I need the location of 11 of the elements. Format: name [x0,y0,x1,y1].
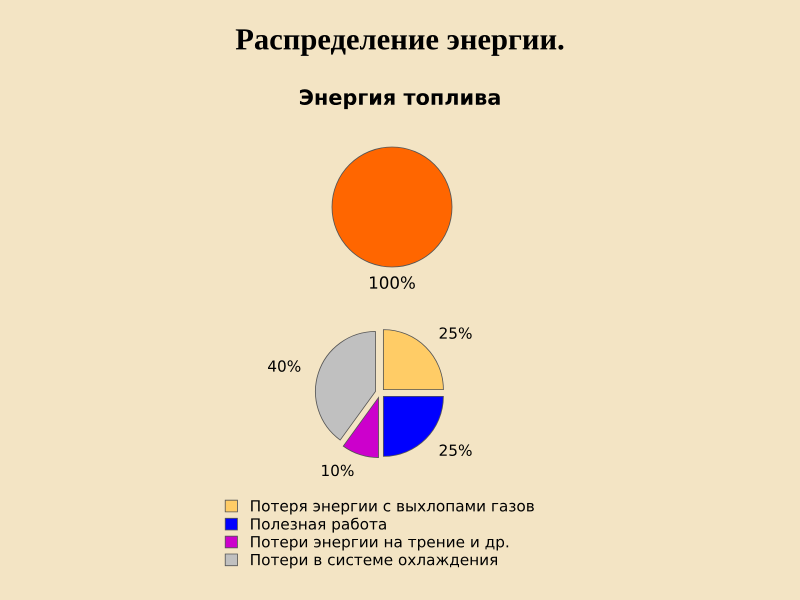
legend-label: Потери энергии на трение и др. [251,536,508,550]
chart-title: Распределение энергии. [236,29,564,56]
data-label: 25% [440,444,472,456]
data-label: 100% [370,276,415,289]
data-label: 40% [268,360,300,372]
legend-label: Потеря энергии с выхлопами газов [251,500,534,515]
legend-label: Потери в системе охлаждения [251,554,498,568]
chart-subtitle: Энергия топлива [300,89,500,110]
data-label: 25% [440,327,472,339]
data-label: 10% [322,464,354,476]
legend-label: Полезная работа [251,518,386,533]
